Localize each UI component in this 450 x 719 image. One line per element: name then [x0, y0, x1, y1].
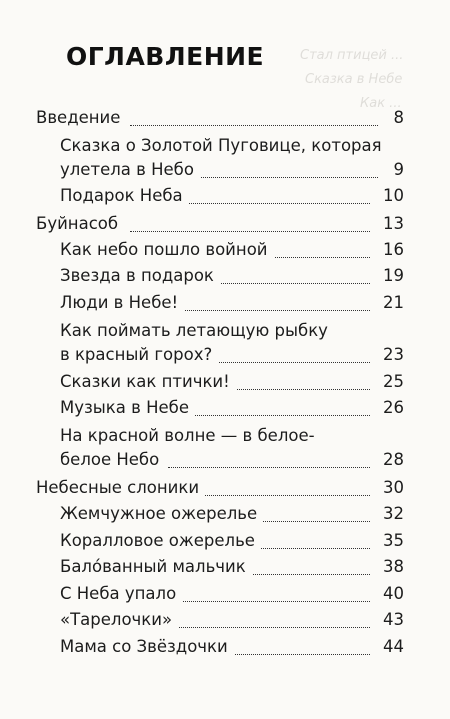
toc-entry-page: 30 [377, 478, 404, 498]
toc-entry[interactable]: Небесные слоники 30 [0, 478, 450, 504]
toc-entry-title-line: Как поймать летающую рыбку [60, 321, 328, 340]
toc-entry-title: Введение [36, 108, 127, 128]
dot-leader [130, 125, 378, 126]
toc-entry-title: Люди в Небе! [60, 293, 185, 313]
page-title: ОГЛАВЛЕНИЕ [66, 42, 265, 71]
toc-entry[interactable]: Буйнасоб 13 [0, 214, 450, 240]
toc-entry-page: 26 [377, 398, 404, 418]
toc-entry-title: в красный горох? [60, 345, 219, 365]
toc-entry-title-line: Сказка о Золотой Пуговице, которая [60, 136, 382, 155]
toc-entry[interactable]: «Тарелочки» 43 [0, 610, 450, 636]
toc-entry-title: Буйнасоб [36, 214, 125, 234]
dot-leader [246, 257, 370, 258]
toc-entry-title: Звезда в подарок [60, 266, 220, 286]
dot-leader [200, 495, 370, 496]
dot-leader [226, 574, 370, 575]
dot-leader [188, 415, 370, 416]
toc-entry[interactable]: Звезда в подарок 19 [0, 266, 450, 292]
dot-leader [170, 627, 370, 628]
toc-entry-page: 9 [387, 160, 404, 180]
toc-entry[interactable]: Музыка в Небе 26 [0, 398, 450, 424]
toc-entry-title: Жемчужное ожерелье [60, 504, 264, 524]
dot-leader [130, 231, 370, 232]
toc-entry[interactable]: Введение 8 [0, 108, 450, 134]
dot-leader [210, 283, 370, 284]
dot-leader [184, 203, 370, 204]
toc-entry[interactable]: Как поймать летающую рыбку в красный гор… [0, 321, 450, 369]
toc-entry[interactable]: С Неба упало 40 [0, 584, 450, 610]
toc-entry-title: Бало́ванный мальчик [60, 557, 252, 577]
toc-entry-page: 35 [377, 531, 404, 551]
toc-entry[interactable]: Коралловое ожерелье 35 [0, 531, 450, 557]
dot-leader [180, 310, 370, 311]
toc-entry-page: 10 [377, 186, 404, 206]
toc-entry[interactable]: Сказка о Золотой Пуговице, которая улете… [0, 136, 450, 184]
toc-entry[interactable]: Люди в Небе! 21 [0, 293, 450, 319]
toc-entry-page: 32 [377, 504, 404, 524]
toc-entry-page: 38 [377, 557, 404, 577]
toc-entry-page: 19 [377, 266, 404, 286]
toc-entry-title: Подарок Неба [60, 186, 189, 206]
toc-entry-title: белое Небо [60, 450, 166, 470]
toc-entry[interactable]: Жемчужное ожерелье 32 [0, 504, 450, 530]
dot-leader [168, 467, 370, 468]
toc-entry-page: 13 [377, 214, 404, 234]
toc-entry-title: Коралловое ожерелье [60, 531, 261, 551]
dot-leader [210, 362, 370, 363]
toc-entry-page: 25 [377, 372, 404, 392]
toc-entry[interactable]: Мама со Звёздочки 44 [0, 637, 450, 663]
dot-leader [236, 521, 370, 522]
toc-entry-page: 21 [377, 293, 404, 313]
dot-leader [240, 548, 370, 549]
toc-entry-page: 23 [377, 345, 404, 365]
dot-leader [188, 177, 378, 178]
toc-entry-title: Сказки как птички! [60, 372, 236, 392]
dot-leader [176, 601, 370, 602]
dot-leader [214, 389, 370, 390]
toc-entry-title: Небесные слоники [36, 478, 206, 498]
toc-entry-title: Музыка в Небе [60, 398, 195, 418]
toc-entry-page: 44 [377, 637, 404, 657]
toc-entry-title: «Тарелочки» [60, 610, 179, 630]
toc-entry[interactable]: Бало́ванный мальчик 38 [0, 557, 450, 583]
dot-leader [222, 654, 370, 655]
toc-entry-page: 28 [377, 450, 404, 470]
toc-entry[interactable]: Подарок Неба 10 [0, 186, 450, 212]
toc-entry-title: С Неба упало [60, 584, 183, 604]
toc-entry[interactable]: Сказки как птички! 25 [0, 372, 450, 398]
toc-entry-page: 16 [377, 240, 404, 260]
toc-entry-title: Мама со Звёздочки [60, 637, 234, 657]
toc-entry-page: 43 [377, 610, 404, 630]
toc-entry[interactable]: На красной волне — в белое- белое Небо 2… [0, 426, 450, 474]
toc-entry-title: Как небо пошло войной [60, 240, 274, 260]
toc-entry-title-line: На красной волне — в белое- [60, 426, 315, 445]
toc-entry-title: улетела в Небо [60, 160, 200, 180]
toc-entry-page: 40 [377, 584, 404, 604]
toc-entry[interactable]: Как небо пошло войной 16 [0, 240, 450, 266]
toc-entry-page: 8 [387, 108, 404, 128]
